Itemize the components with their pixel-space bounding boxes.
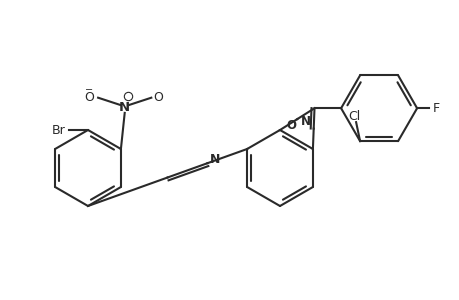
Text: O: O: [285, 118, 296, 132]
Text: F: F: [431, 102, 438, 115]
Text: N: N: [119, 101, 130, 114]
Text: N: N: [210, 153, 220, 166]
Text: N: N: [300, 115, 310, 128]
Text: −: −: [85, 85, 93, 95]
Text: Br: Br: [51, 124, 65, 136]
Text: O: O: [84, 91, 94, 104]
Text: O: O: [153, 91, 163, 104]
Text: Cl: Cl: [347, 110, 359, 123]
